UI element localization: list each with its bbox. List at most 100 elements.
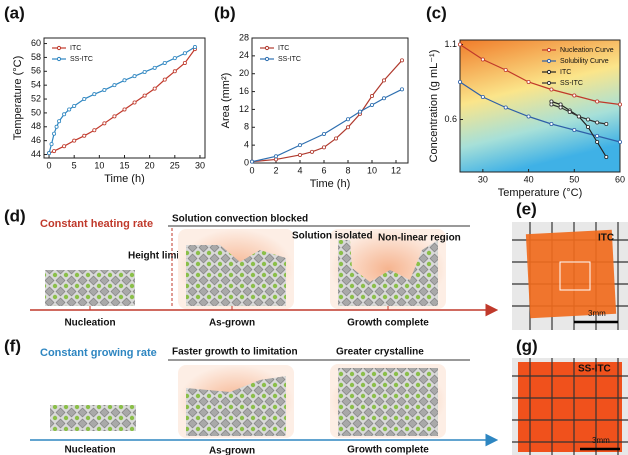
data-point (357, 109, 362, 114)
data-point (457, 80, 462, 85)
data-point (333, 136, 338, 141)
y-tick-label: 24 (239, 50, 249, 60)
y-tick-label: 8 (244, 122, 249, 132)
data-point (549, 122, 554, 127)
legend-marker (264, 56, 270, 62)
data-point (586, 117, 591, 122)
panel-label: (d) (4, 206, 26, 225)
data-point (49, 142, 54, 147)
stage-label: Nucleation (64, 318, 115, 329)
data-point (172, 56, 177, 61)
y-tick-label: 48 (31, 121, 41, 131)
y-tick-label: 0.6 (444, 114, 457, 124)
note: Faster growth to limitation (172, 347, 298, 358)
diagram-d: (d) Constant heating rate Solution conve… (4, 206, 499, 329)
y-axis-label: Temperature (°C) (12, 56, 24, 140)
plot-frame (43, 37, 206, 159)
data-point (102, 88, 107, 93)
data-point (549, 102, 554, 107)
data-point (102, 121, 107, 126)
data-point (62, 144, 67, 149)
crystal (186, 376, 286, 436)
y-tick-label: 50 (31, 107, 41, 117)
diagram-title: Constant heating rate (40, 218, 153, 230)
y-tick-label: 58 (31, 52, 41, 62)
scale-label: 3mm (592, 436, 610, 445)
data-point (595, 99, 600, 104)
data-point (92, 92, 97, 97)
y-tick-label: 1.1 (444, 39, 457, 49)
data-point (62, 112, 67, 117)
data-point (572, 127, 577, 132)
data-point (381, 96, 386, 101)
data-point (595, 120, 600, 125)
data-point (321, 131, 326, 136)
data-point (297, 143, 302, 148)
crystal-photo (518, 362, 622, 452)
stage-label: Growth complete (347, 445, 429, 455)
x-tick-label: 30 (478, 174, 488, 184)
data-point (122, 107, 127, 112)
note: Solution isolated (292, 231, 373, 242)
y-tick-label: 44 (31, 149, 41, 159)
x-axis-label: Time (h) (104, 173, 145, 185)
legend-marker (264, 45, 270, 51)
data-point (381, 78, 386, 83)
x-tick-label: 12 (391, 165, 401, 175)
series-line (251, 59, 403, 163)
data-point (182, 51, 187, 56)
data-point (595, 139, 600, 144)
data-point (152, 86, 157, 91)
legend-marker (546, 58, 552, 64)
series-line (48, 46, 196, 154)
y-tick-label: 0 (244, 157, 249, 167)
panel-label: (e) (516, 199, 537, 218)
data-point (54, 124, 59, 129)
diagram-title: Constant growing rate (40, 347, 157, 359)
x-tick-label: 10 (367, 165, 377, 175)
data-point (595, 133, 600, 138)
x-tick-label: 50 (569, 174, 579, 184)
data-point (526, 114, 531, 119)
legend-label: ITC (560, 69, 571, 76)
grid-paper (512, 358, 628, 455)
y-tick-label: 20 (239, 68, 249, 78)
crystal (338, 240, 438, 306)
data-point (618, 139, 623, 144)
data-point (503, 105, 508, 110)
data-point (92, 128, 97, 133)
legend-label: ITC (70, 45, 81, 52)
crystal (45, 270, 135, 306)
x-axis-label: Temperature (°C) (498, 187, 582, 199)
x-tick-label: 4 (297, 165, 302, 175)
x-tick-label: 30 (195, 160, 205, 170)
x-tick-label: 40 (524, 174, 534, 184)
y-tick-label: 54 (31, 80, 41, 90)
data-point (503, 68, 508, 73)
plot-background (460, 40, 620, 172)
y-tick-label: 16 (239, 86, 249, 96)
x-tick-label: 0 (47, 160, 52, 170)
x-tick-label: 20 (145, 160, 155, 170)
y-tick-label: 52 (31, 93, 41, 103)
legend-marker (56, 56, 62, 62)
data-point (142, 69, 147, 74)
x-tick-label: 25 (170, 160, 180, 170)
y-tick-label: 28 (239, 32, 249, 42)
data-point (72, 103, 77, 108)
note: Height limitation (128, 251, 206, 262)
data-point (47, 151, 52, 156)
data-point (112, 114, 117, 119)
y-axis-label: Concentration (g mL⁻¹) (428, 50, 440, 163)
panel-label: (a) (4, 3, 25, 22)
y-tick-label: 46 (31, 135, 41, 145)
data-point (132, 74, 137, 79)
data-point (152, 65, 157, 70)
data-point (558, 105, 563, 110)
data-point (273, 154, 278, 159)
data-point (273, 157, 278, 162)
x-tick-label: 60 (615, 174, 625, 184)
data-point (192, 45, 197, 50)
